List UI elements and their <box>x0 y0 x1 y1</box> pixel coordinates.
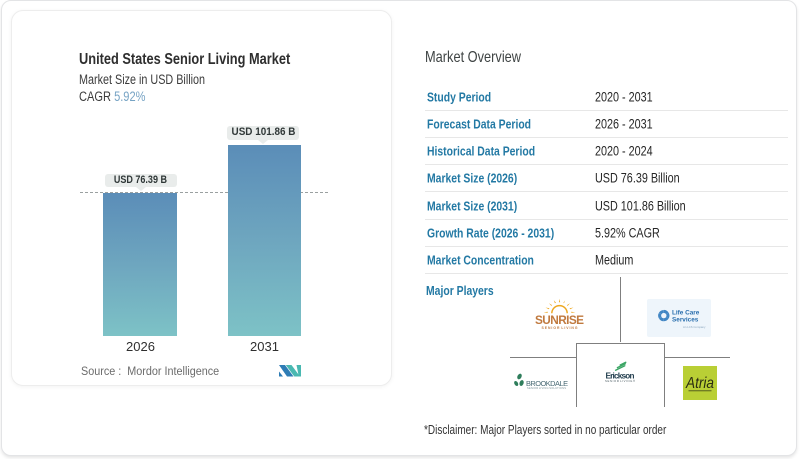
svg-text:Atria: Atria <box>685 375 714 392</box>
svg-text:Life Care: Life Care <box>672 310 700 317</box>
svg-text:Erickson: Erickson <box>606 372 635 381</box>
svg-text:S E N I O R L I V I N G ®: S E N I O R L I V I N G ® <box>605 379 636 383</box>
svg-text:Services: Services <box>672 316 699 323</box>
svg-text:SUNRISE: SUNRISE <box>535 313 584 327</box>
svg-text:S E N I O R L I V I N G: S E N I O R L I V I N G <box>542 326 578 330</box>
svg-text:S E N I O R L I V I N G S O: S E N I O R L I V I N G S O L U T I O N … <box>527 386 566 390</box>
svg-text:BROOKDALE: BROOKDALE <box>526 379 568 388</box>
svg-text:An LCS Company: An LCS Company <box>683 325 706 329</box>
